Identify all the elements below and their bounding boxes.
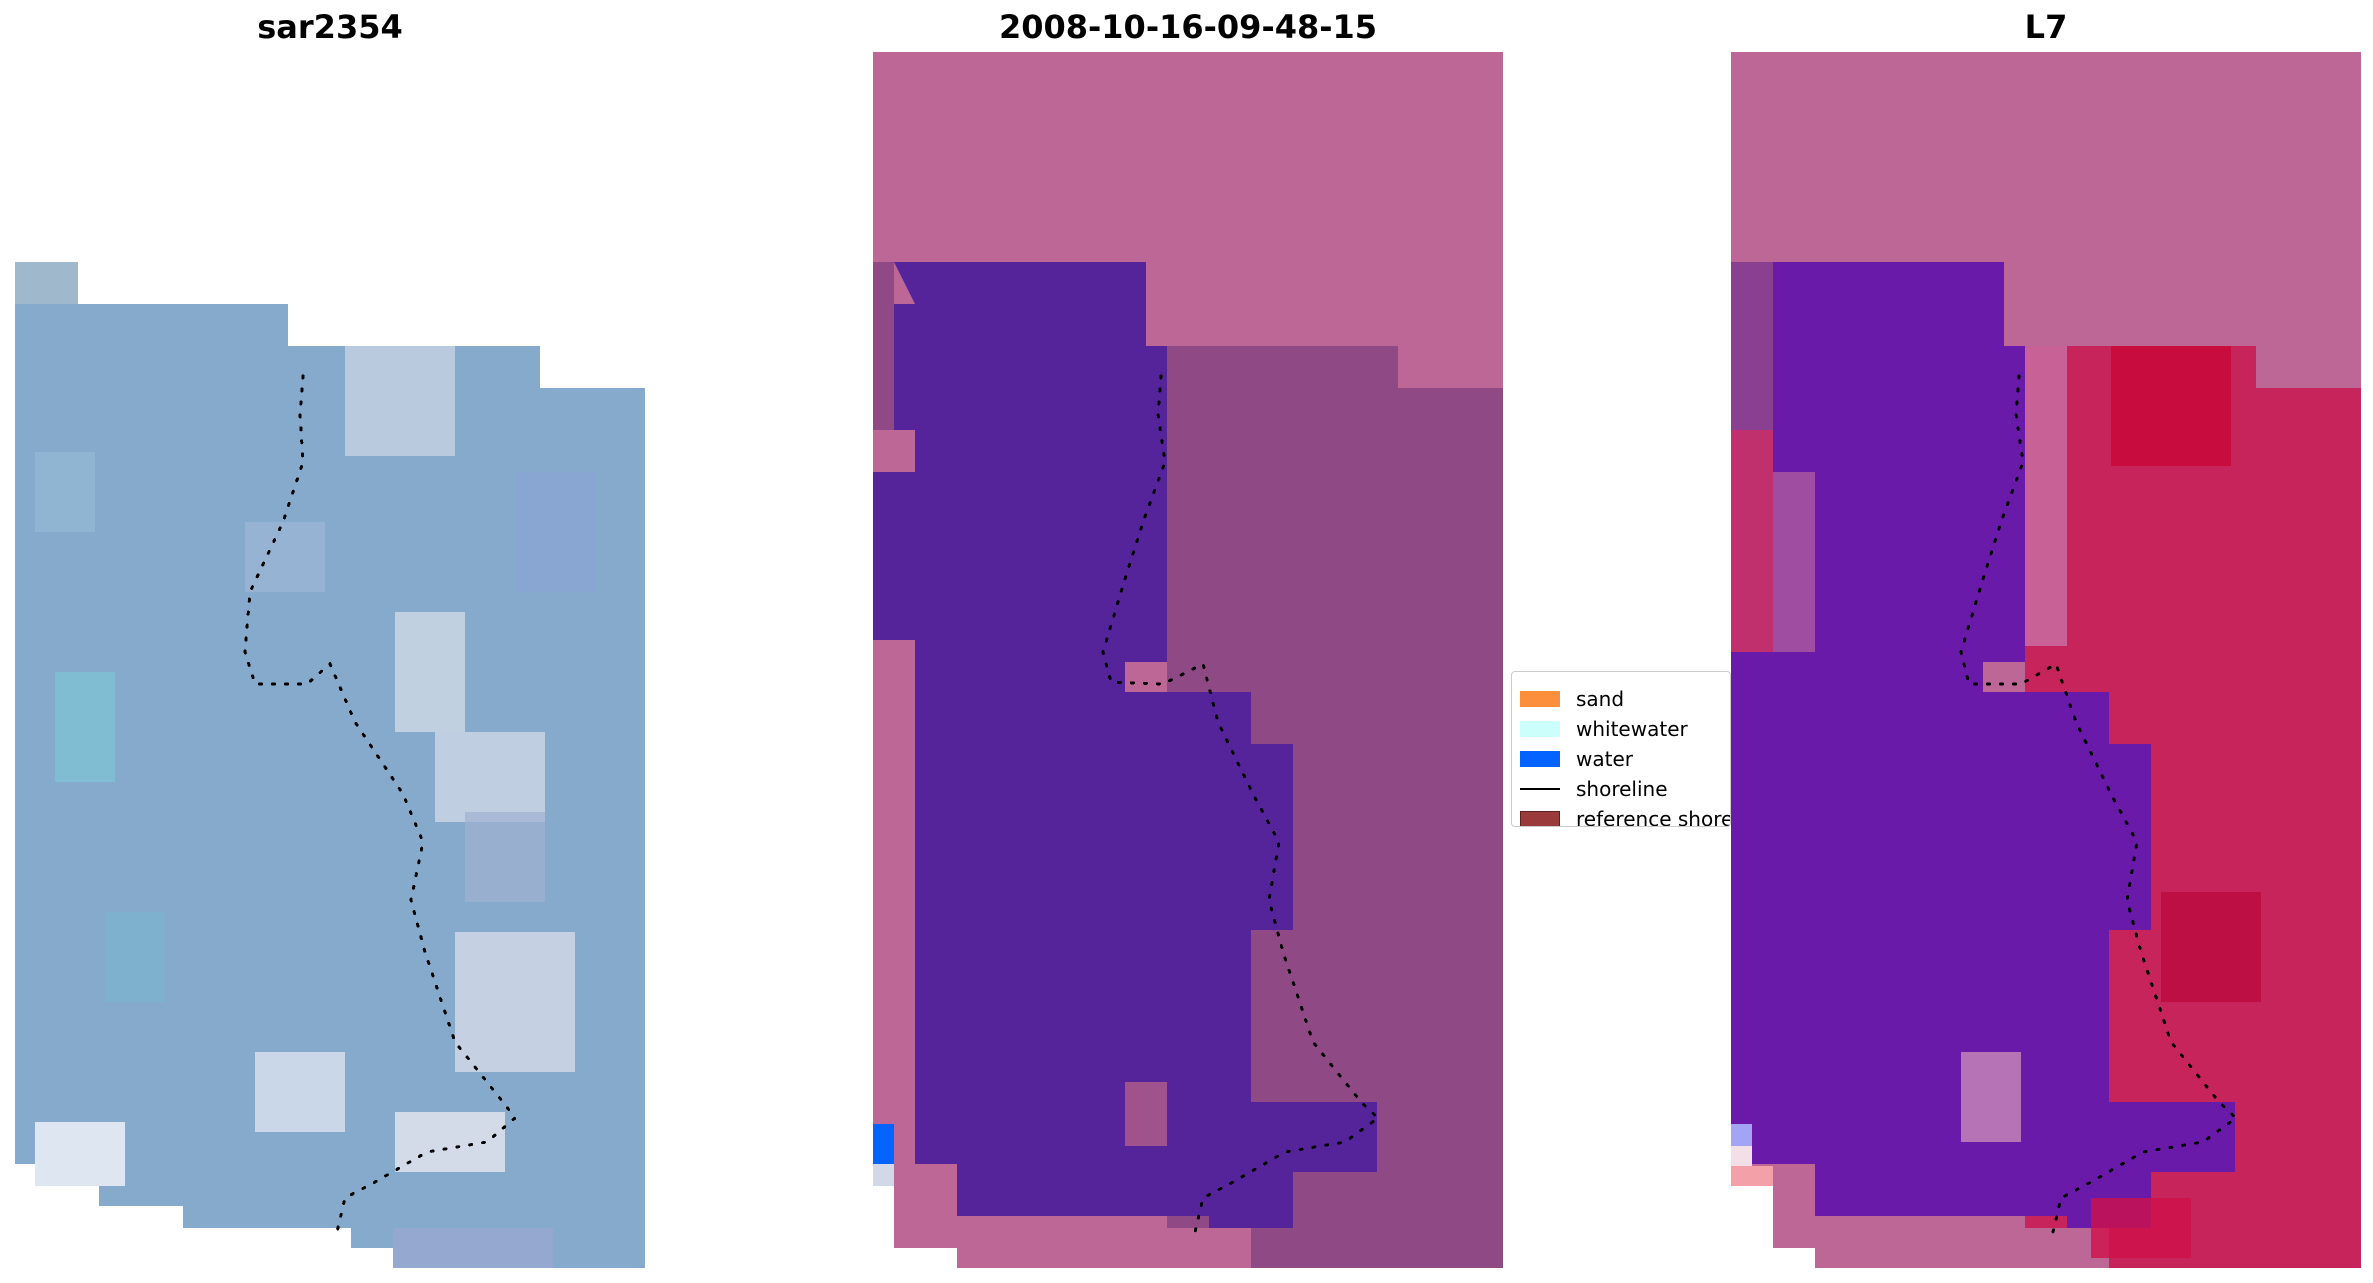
legend-item-whitewater: whitewater <box>1520 716 1688 742</box>
classification-panel <box>873 52 1503 1268</box>
legend-swatch-sand <box>1520 691 1560 707</box>
panel-title-sar: sar2354 <box>257 8 403 46</box>
legend-label-reference-shoreline: reference shoreline <box>1576 807 1730 827</box>
shoreline-dots <box>1959 374 2239 1234</box>
legend-item-water: water <box>1520 746 1633 772</box>
legend-swatch-water <box>1520 751 1560 767</box>
l7-image-raster <box>1731 52 2361 1268</box>
classification-raster <box>873 52 1503 1268</box>
sar-image-raster <box>15 262 645 1268</box>
legend: sand whitewater water shoreline referenc… <box>1511 671 1731 827</box>
legend-line-shoreline <box>1520 788 1560 790</box>
legend-item-reference-shoreline: reference shoreline <box>1520 806 1730 827</box>
shoreline-dots <box>243 374 518 1234</box>
legend-item-shoreline: shoreline <box>1520 776 1668 802</box>
legend-label-sand: sand <box>1576 687 1625 711</box>
legend-label-shoreline: shoreline <box>1576 777 1668 801</box>
sar-image-panel <box>15 262 645 1268</box>
shoreline-dots <box>1101 374 1381 1234</box>
panel-title-l7: L7 <box>2024 8 2068 46</box>
legend-label-water: water <box>1576 747 1633 771</box>
legend-swatch-whitewater <box>1520 721 1560 737</box>
l7-image-panel <box>1731 52 2361 1268</box>
legend-label-whitewater: whitewater <box>1576 717 1688 741</box>
legend-swatch-reference-shoreline <box>1520 811 1560 826</box>
panel-title-classification: 2008-10-16-09-48-15 <box>998 8 1378 46</box>
legend-item-sand: sand <box>1520 686 1624 712</box>
